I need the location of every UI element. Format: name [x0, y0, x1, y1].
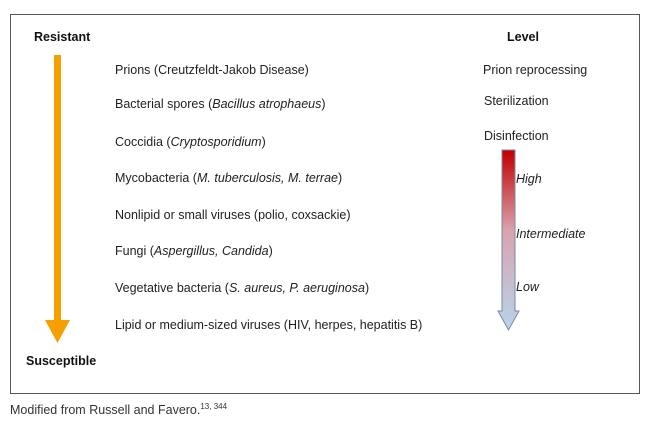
- level-label: Level: [507, 30, 539, 44]
- gradient-label-intermediate: Intermediate: [516, 227, 586, 241]
- resistance-arrow: [45, 55, 70, 343]
- organism-row-vegetative-bacteria: Vegetative bacteria (S. aureus, P. aerug…: [115, 281, 370, 295]
- source-caption: Modified from Russell and Favero.13, 344: [10, 402, 227, 417]
- organism-row-nonlipid-viruses: Nonlipid or small viruses (polio, coxsac…: [115, 208, 351, 222]
- gradient-label-high: High: [516, 172, 542, 186]
- resistance-arrow-head: [45, 320, 70, 343]
- source-caption-text: Modified from Russell and Favero.: [10, 403, 201, 418]
- susceptible-label: Susceptible: [26, 354, 97, 368]
- organism-row-mycobacteria: Mycobacteria (M. tuberculosis, M. terrae…: [115, 171, 343, 185]
- resistance-arrow-shaft: [54, 55, 61, 320]
- organism-row-lipid-viruses: Lipid or medium-sized viruses (HIV, herp…: [115, 318, 423, 332]
- level-disinfection: Disinfection: [484, 129, 549, 143]
- disinfection-level-arrow: [497, 149, 520, 332]
- disinfection-level-arrow-shape: [497, 149, 520, 332]
- gradient-label-low: Low: [516, 280, 539, 294]
- organism-row-coccidia: Coccidia (Cryptosporidium): [115, 135, 266, 149]
- organism-row-prions: Prions (Creutzfeldt-Jakob Disease): [115, 63, 309, 77]
- figure-frame: [10, 14, 640, 394]
- organism-row-bacterial-spores: Bacterial spores (Bacillus atrophaeus): [115, 97, 326, 111]
- level-prion-reprocessing: Prion reprocessing: [483, 63, 588, 77]
- source-caption-refs: 13, 344: [200, 402, 228, 411]
- organism-row-fungi: Fungi (Aspergillus, Candida): [115, 244, 273, 258]
- resistant-label: Resistant: [34, 30, 91, 44]
- level-sterilization: Sterilization: [484, 94, 549, 108]
